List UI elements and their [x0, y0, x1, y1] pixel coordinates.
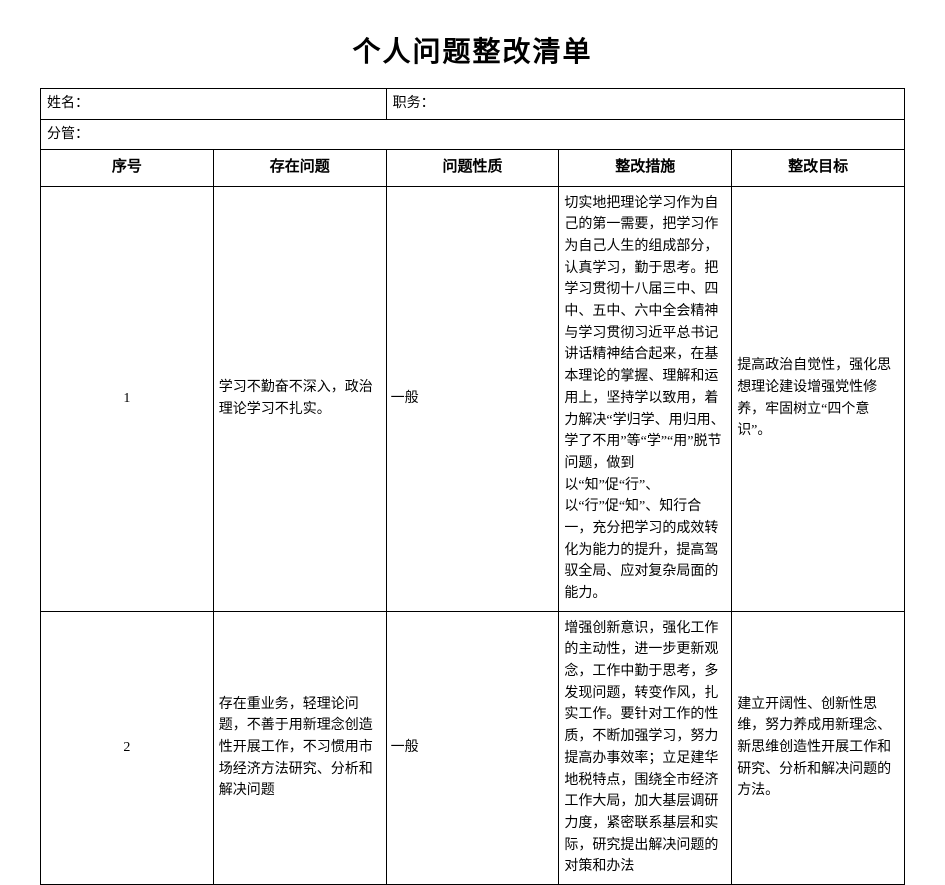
table-row: 1 学习不勤奋不深入，政治理论学习不扎实。 一般 切实地把理论学习作为自己的第一…: [41, 186, 905, 611]
cell-goal: 提高政治自觉性，强化思想理论建设增强党性修养，牢固树立“四个意识”。: [732, 186, 905, 611]
cell-nature: 一般: [386, 611, 559, 884]
name-cell: 姓名：: [41, 89, 387, 120]
col-header-nature: 问题性质: [386, 150, 559, 186]
cell-nature: 一般: [386, 186, 559, 611]
cell-measure: 增强创新意识，强化工作的主动性，进一步更新观念，工作中勤于思考，多发现问题，转变…: [559, 611, 732, 884]
col-header-measure: 整改措施: [559, 150, 732, 186]
position-label: 职务：: [393, 96, 435, 111]
cell-goal: 建立开阔性、创新性思维，努力养成用新理念、新思维创造性开展工作和研究、分析和解决…: [732, 611, 905, 884]
info-row-2: 分管：: [41, 119, 905, 150]
dept-cell: 分管：: [41, 119, 905, 150]
info-row-1: 姓名： 职务：: [41, 89, 905, 120]
table-row: 2 存在重业务，轻理论问题，不善于用新理念创造性开展工作，不习惯用市场经济方法研…: [41, 611, 905, 884]
cell-seq: 2: [41, 611, 214, 884]
position-cell: 职务：: [386, 89, 904, 120]
page-title: 个人问题整改清单: [40, 30, 905, 70]
col-header-problem: 存在问题: [213, 150, 386, 186]
cell-seq: 1: [41, 186, 214, 611]
rectification-table: 姓名： 职务： 分管： 序号 存在问题 问题性质 整改措施 整改目标 1 学习不…: [40, 88, 905, 885]
column-header-row: 序号 存在问题 问题性质 整改措施 整改目标: [41, 150, 905, 186]
cell-problem: 学习不勤奋不深入，政治理论学习不扎实。: [213, 186, 386, 611]
name-label: 姓名：: [47, 96, 89, 111]
dept-label: 分管：: [47, 127, 89, 142]
col-header-goal: 整改目标: [732, 150, 905, 186]
cell-problem: 存在重业务，轻理论问题，不善于用新理念创造性开展工作，不习惯用市场经济方法研究、…: [213, 611, 386, 884]
cell-measure: 切实地把理论学习作为自己的第一需要，把学习作为自己人生的组成部分，认真学习，勤于…: [559, 186, 732, 611]
col-header-seq: 序号: [41, 150, 214, 186]
